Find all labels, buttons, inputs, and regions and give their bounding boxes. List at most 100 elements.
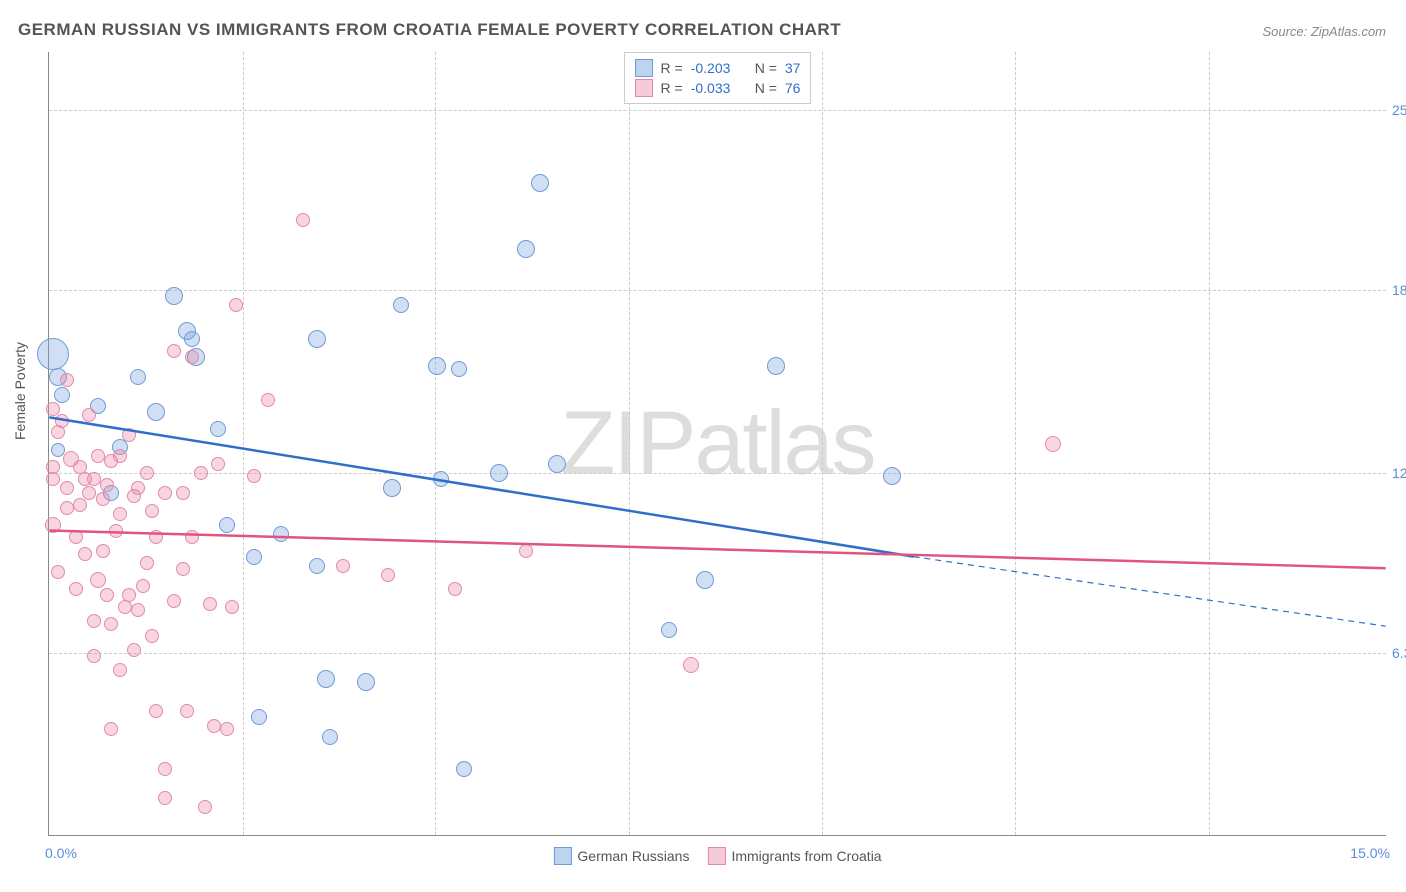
stats-row: R =-0.203N =37 (635, 59, 801, 77)
scatter-point (381, 568, 395, 582)
legend-swatch (635, 59, 653, 77)
scatter-point (165, 287, 183, 305)
scatter-point (194, 466, 208, 480)
scatter-point (122, 588, 136, 602)
grid-v (435, 52, 436, 835)
scatter-point (69, 582, 83, 596)
scatter-point (131, 481, 145, 495)
grid-v (1209, 52, 1210, 835)
scatter-point (451, 361, 467, 377)
scatter-point (149, 704, 163, 718)
scatter-point (113, 507, 127, 521)
scatter-point (229, 298, 243, 312)
grid-v (1015, 52, 1016, 835)
scatter-point (60, 501, 74, 515)
trend-lines (49, 52, 1386, 835)
scatter-point (54, 387, 70, 403)
scatter-point (100, 478, 114, 492)
scatter-point (140, 556, 154, 570)
legend-swatch (635, 79, 653, 97)
stat-n-label: N = (755, 80, 777, 96)
grid-h (49, 110, 1386, 111)
stat-r-label: R = (661, 60, 683, 76)
series-legend: German Russians Immigrants from Croatia (553, 847, 881, 865)
scatter-point (122, 428, 136, 442)
scatter-point (433, 471, 449, 487)
scatter-point (261, 393, 275, 407)
scatter-point (96, 544, 110, 558)
chart-title: GERMAN RUSSIAN VS IMMIGRANTS FROM CROATI… (18, 20, 841, 40)
scatter-point (296, 213, 310, 227)
scatter-point (45, 517, 61, 533)
scatter-point (109, 524, 123, 538)
scatter-point (113, 449, 127, 463)
y-tick-label: 6.3% (1392, 645, 1406, 661)
x-tick-left: 0.0% (45, 845, 77, 861)
scatter-point (198, 800, 212, 814)
scatter-point (145, 504, 159, 518)
y-tick-label: 12.5% (1392, 465, 1406, 481)
scatter-point (180, 704, 194, 718)
scatter-point (428, 357, 446, 375)
scatter-point (87, 614, 101, 628)
legend-item: German Russians (553, 847, 689, 865)
scatter-point (104, 617, 118, 631)
scatter-point (517, 240, 535, 258)
scatter-point (336, 559, 350, 573)
scatter-point (158, 486, 172, 500)
legend-swatch (707, 847, 725, 865)
scatter-point (87, 472, 101, 486)
scatter-point (51, 565, 65, 579)
scatter-point (883, 467, 901, 485)
scatter-point (37, 338, 69, 370)
scatter-point (456, 761, 472, 777)
legend-item: Immigrants from Croatia (707, 847, 881, 865)
x-tick-right: 15.0% (1350, 845, 1390, 861)
scatter-point (100, 588, 114, 602)
watermark-zip: ZIP (560, 393, 694, 493)
scatter-point (46, 472, 60, 486)
scatter-point (383, 479, 401, 497)
stat-r-label: R = (661, 80, 683, 96)
scatter-point (167, 594, 181, 608)
scatter-point (73, 498, 87, 512)
scatter-point (203, 597, 217, 611)
scatter-point (130, 369, 146, 385)
scatter-point (167, 344, 181, 358)
scatter-point (322, 729, 338, 745)
grid-v (243, 52, 244, 835)
scatter-point (519, 544, 533, 558)
scatter-point (55, 414, 69, 428)
scatter-point (158, 791, 172, 805)
legend-swatch (553, 847, 571, 865)
scatter-point (78, 547, 92, 561)
scatter-point (185, 530, 199, 544)
scatter-point (113, 663, 127, 677)
scatter-point (207, 719, 221, 733)
scatter-point (96, 492, 110, 506)
stat-r-value: -0.203 (691, 60, 747, 76)
scatter-point (219, 517, 235, 533)
scatter-point (147, 403, 165, 421)
scatter-point (104, 722, 118, 736)
scatter-point (246, 549, 262, 565)
y-tick-label: 25.0% (1392, 102, 1406, 118)
scatter-point (247, 469, 261, 483)
legend-label: German Russians (577, 848, 689, 864)
scatter-point (145, 629, 159, 643)
stat-n-value: 37 (785, 60, 801, 76)
scatter-point (767, 357, 785, 375)
chart-plot-area: ZIPatlas 6.3%12.5%18.8%25.0% R =-0.203N … (48, 52, 1386, 836)
watermark: ZIPatlas (560, 392, 874, 495)
grid-v (629, 52, 630, 835)
stats-legend: R =-0.203N =37R =-0.033N =76 (624, 52, 812, 104)
stat-r-value: -0.033 (691, 80, 747, 96)
scatter-point (51, 443, 65, 457)
scatter-point (448, 582, 462, 596)
legend-label: Immigrants from Croatia (731, 848, 881, 864)
scatter-point (82, 486, 96, 500)
scatter-point (149, 530, 163, 544)
scatter-point (696, 571, 714, 589)
scatter-point (90, 572, 106, 588)
scatter-point (158, 762, 172, 776)
